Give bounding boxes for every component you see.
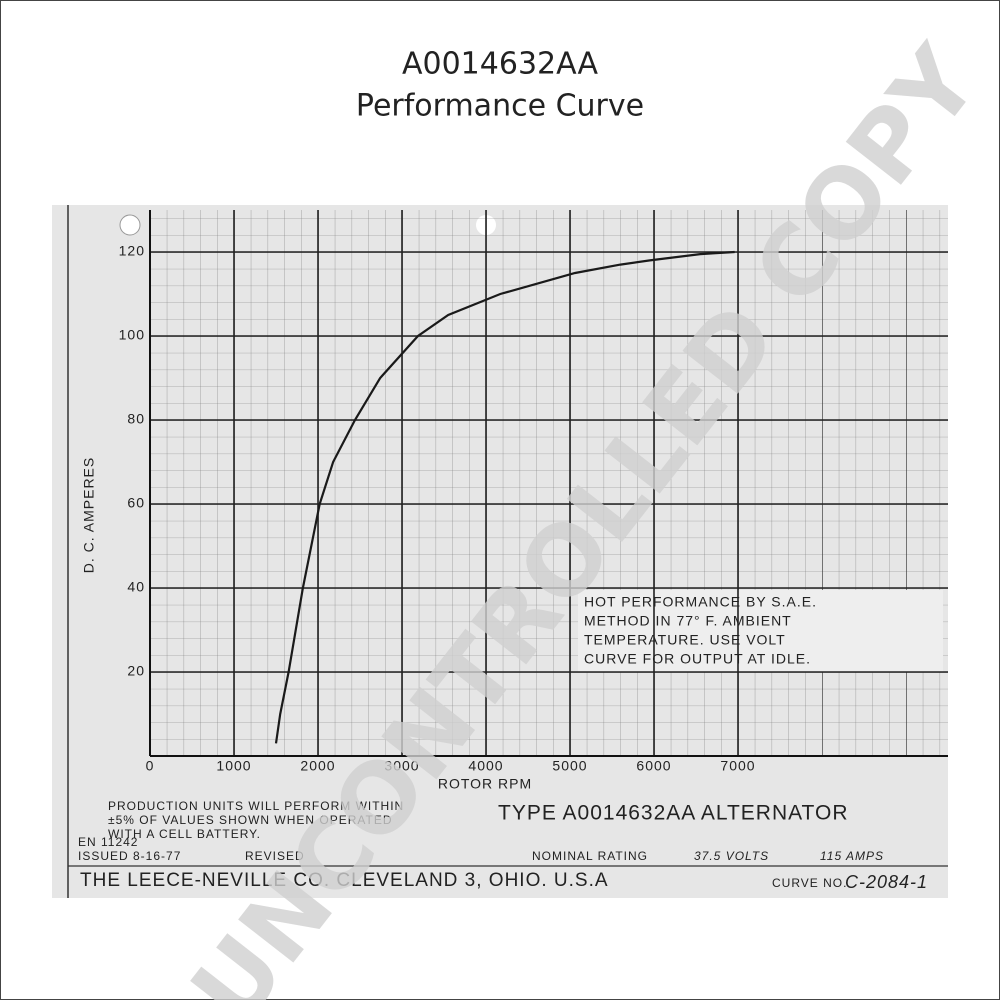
x-tick-label: 5000 bbox=[552, 758, 587, 774]
note-line: CURVE FOR OUTPUT AT IDLE. bbox=[584, 651, 811, 667]
y-tick-label: 60 bbox=[127, 495, 145, 511]
y-axis-label: D. C. AMPERES bbox=[81, 457, 97, 573]
note-line: METHOD IN 77° F. AMBIENT bbox=[584, 613, 792, 629]
chart-title: A0014632AA bbox=[402, 47, 598, 82]
amps: 115 AMPS bbox=[820, 849, 884, 863]
curve-no: C-2084-1 bbox=[845, 872, 928, 892]
y-tick-label: 120 bbox=[119, 243, 145, 259]
x-axis-label: ROTOR RPM bbox=[438, 776, 532, 792]
production-note: WITH A CELL BATTERY. bbox=[108, 827, 261, 841]
plot-area bbox=[149, 210, 948, 756]
x-tick-label: 0 bbox=[146, 758, 155, 774]
issued: ISSUED 8-16-77 bbox=[78, 849, 181, 863]
x-tick-label: 1000 bbox=[216, 758, 251, 774]
revised: REVISED bbox=[245, 849, 305, 863]
production-note: ±5% OF VALUES SHOWN WHEN OPERATED bbox=[108, 813, 393, 827]
type-label: TYPE A0014632AA ALTERNATOR bbox=[498, 802, 849, 825]
note-box bbox=[578, 590, 943, 672]
volts: 37.5 VOLTS bbox=[694, 849, 769, 863]
x-tick-label: 7000 bbox=[720, 758, 755, 774]
note-line: HOT PERFORMANCE BY S.A.E. bbox=[584, 594, 817, 610]
x-tick-label: 3000 bbox=[384, 758, 419, 774]
nominal-rating: NOMINAL RATING bbox=[532, 849, 648, 863]
production-note: PRODUCTION UNITS WILL PERFORM WITHIN bbox=[108, 799, 404, 813]
y-tick-label: 80 bbox=[127, 411, 145, 427]
company: THE LEECE-NEVILLE CO. CLEVELAND 3, OHIO.… bbox=[80, 870, 609, 891]
punch-hole bbox=[119, 214, 141, 236]
y-tick-label: 40 bbox=[127, 579, 145, 595]
y-tick-label: 100 bbox=[119, 327, 145, 343]
chart-subtitle: Performance Curve bbox=[356, 89, 644, 124]
en-number: EN 11242 bbox=[78, 835, 138, 849]
performance-curve bbox=[274, 250, 735, 744]
x-tick-label: 6000 bbox=[636, 758, 671, 774]
x-tick-label: 4000 bbox=[468, 758, 503, 774]
x-tick-label: 2000 bbox=[300, 758, 335, 774]
curve-no-label: CURVE NO. bbox=[772, 876, 847, 890]
note-line: TEMPERATURE. USE VOLT bbox=[584, 632, 786, 648]
y-tick-label: 20 bbox=[127, 663, 145, 679]
